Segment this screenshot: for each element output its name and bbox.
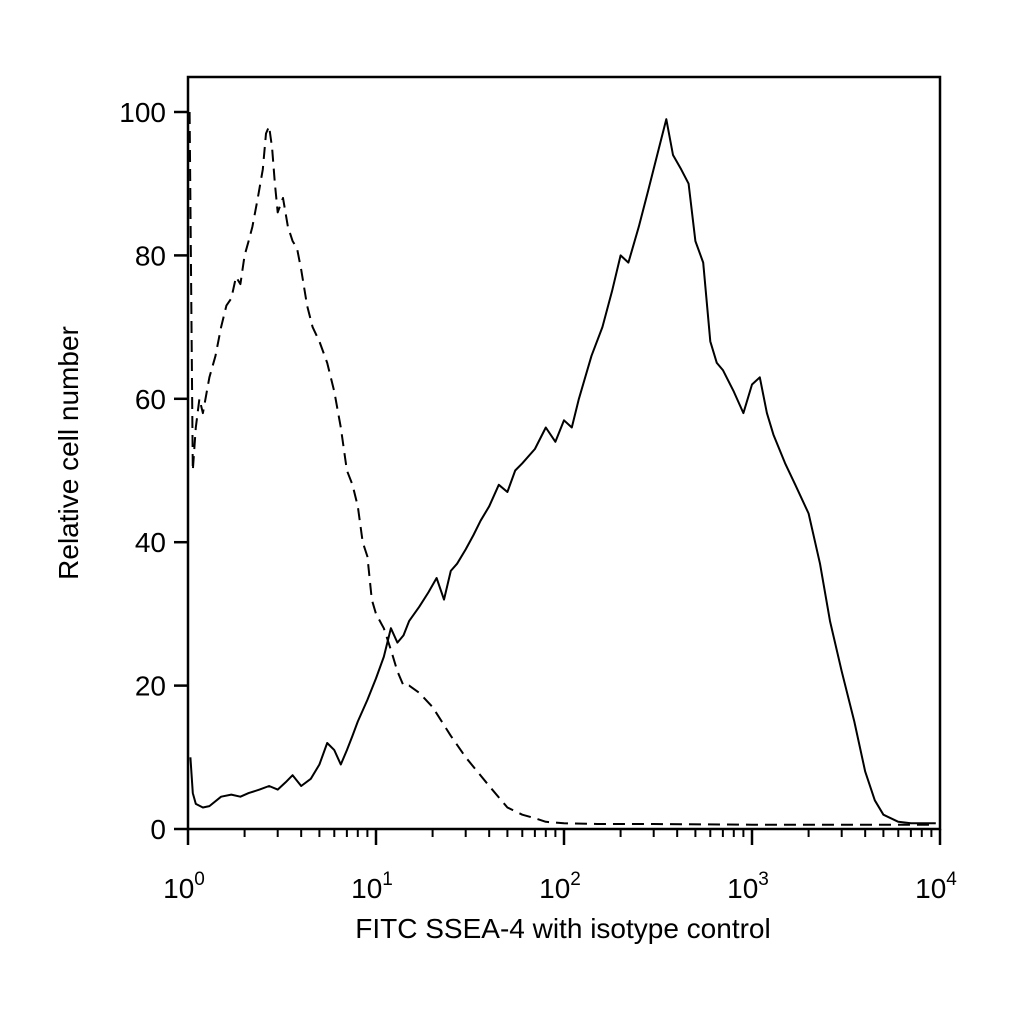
x-tick-exponent: 1 (382, 869, 393, 890)
x-tick-base: 10 (539, 873, 570, 904)
plot-frame (186, 75, 942, 831)
y-tick-label: 0 (150, 814, 166, 845)
histogram-series (188, 111, 936, 826)
x-tick-base: 10 (727, 873, 758, 904)
x-tick-label: 101 (351, 869, 393, 904)
y-axis-title: Relative cell number (53, 326, 84, 580)
isotype-control-line (188, 111, 936, 826)
x-tick-base: 10 (163, 873, 194, 904)
x-tick-exponent: 0 (194, 869, 205, 890)
x-tick-exponent: 4 (946, 869, 957, 890)
y-axis: 0 20 40 60 80 100 (119, 97, 188, 845)
y-tick-label: 20 (135, 671, 166, 702)
x-tick-base: 10 (351, 873, 382, 904)
x-tick-label: 100 (163, 869, 205, 904)
y-tick-label: 60 (135, 384, 166, 415)
x-tick-exponent: 3 (758, 869, 769, 890)
x-tick-label: 103 (727, 869, 769, 904)
x-tick-exponent: 2 (570, 869, 581, 890)
x-axis: 100 101 102 103 104 (163, 829, 957, 904)
x-tick-label: 102 (539, 869, 581, 904)
y-tick-label: 40 (135, 527, 166, 558)
y-tick-label: 100 (119, 97, 166, 128)
ssea4-line (189, 118, 936, 825)
y-tick-label: 80 (135, 240, 166, 271)
x-axis-title: FITC SSEA-4 with isotype control (355, 913, 770, 944)
x-tick-base: 10 (915, 873, 946, 904)
x-tick-label: 104 (915, 869, 957, 904)
